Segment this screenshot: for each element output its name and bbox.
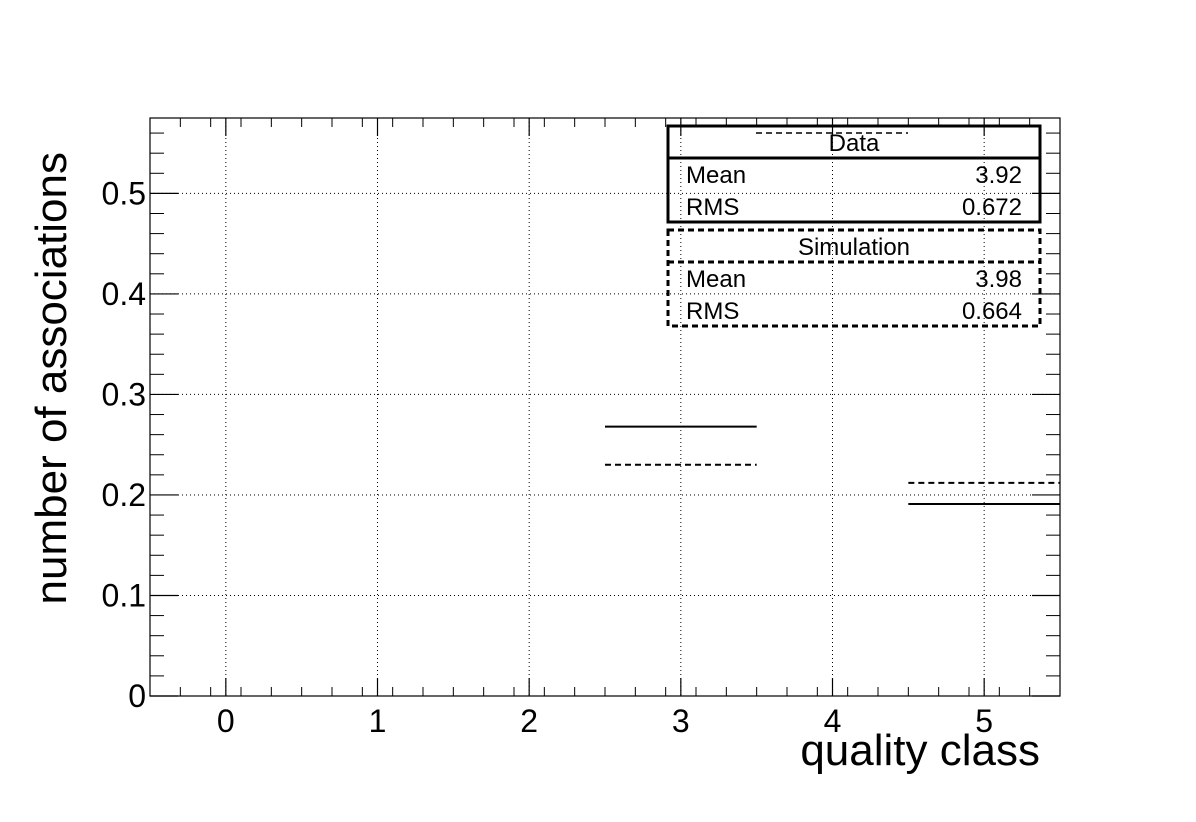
y-tick-label: 0.5 bbox=[102, 175, 146, 211]
stat-box-frame bbox=[666, 228, 1042, 328]
axis-ticks bbox=[149, 118, 1061, 697]
stat-box-title: Simulation bbox=[798, 234, 910, 261]
stat-value: 3.92 bbox=[975, 162, 1022, 189]
y-tick-label: 0.4 bbox=[102, 276, 146, 312]
x-tick-label: 1 bbox=[369, 703, 387, 739]
stat-box-title: Data bbox=[829, 130, 880, 157]
stat-value: 0.664 bbox=[962, 298, 1022, 325]
x-tick-label: 5 bbox=[975, 703, 993, 739]
stat-label: Mean bbox=[686, 266, 746, 293]
x-tick-label: 4 bbox=[824, 703, 842, 739]
x-tick-label: 0 bbox=[217, 703, 235, 739]
stat-label: Mean bbox=[686, 162, 746, 189]
y-tick-label: 0 bbox=[128, 678, 146, 714]
plot-frame bbox=[149, 117, 1061, 697]
x-tick-label: 2 bbox=[520, 703, 538, 739]
y-axis-title: number of associations bbox=[27, 152, 76, 604]
y-tick-label: 0.2 bbox=[102, 477, 146, 513]
grid bbox=[150, 118, 1060, 696]
stat-label: RMS bbox=[686, 194, 739, 221]
y-tick-label: 0.1 bbox=[102, 577, 146, 613]
tick-labels: 0 1 2 3 4 5 0 0.1 0.2 0.3 0.4 0.5 bbox=[102, 175, 994, 739]
data-stat-box: Data Mean 3.92 RMS 0.672 bbox=[666, 124, 1042, 224]
stat-label: RMS bbox=[686, 298, 739, 325]
histograms bbox=[605, 425, 1060, 506]
stat-value: 3.98 bbox=[975, 266, 1022, 293]
simulation-stat-box: Simulation Mean 3.98 RMS 0.664 bbox=[666, 228, 1042, 328]
x-tick-label: 3 bbox=[672, 703, 690, 739]
stat-boxes: Data Mean 3.92 RMS 0.672 Simulation Mean 3.98 RM… bbox=[666, 124, 1042, 328]
stat-box-frame bbox=[666, 124, 1042, 224]
y-tick-label: 0.3 bbox=[102, 376, 146, 412]
stat-value: 0.672 bbox=[962, 194, 1022, 221]
x-axis-title: quality class bbox=[800, 726, 1040, 775]
